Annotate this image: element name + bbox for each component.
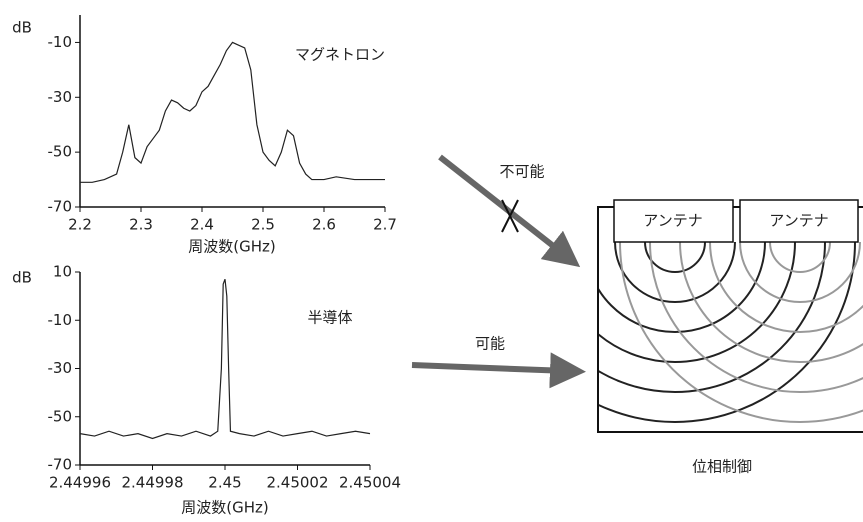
waves bbox=[495, 242, 863, 422]
x-axis-label: 周波数(GHz) bbox=[188, 238, 275, 256]
wave-arc bbox=[645, 242, 705, 272]
arrow bbox=[412, 365, 568, 371]
wave-arc bbox=[620, 242, 863, 422]
arrow-label: 可能 bbox=[475, 335, 505, 353]
x-axis-label: 周波数(GHz) bbox=[181, 499, 268, 517]
y-tick-label: -10 bbox=[48, 311, 73, 329]
x-tick-label: 2.45002 bbox=[266, 474, 328, 492]
x-tick-label: 2.45 bbox=[208, 474, 241, 492]
wave-arc bbox=[680, 242, 863, 362]
x-tick-label: 2.5 bbox=[251, 216, 275, 234]
figure: 不可能 可能 アンテナ アンテナ 位相制御 -10-30-50-702.22.3… bbox=[0, 0, 863, 522]
x-tick-label: 2.44996 bbox=[49, 474, 111, 492]
y-tick-label: -50 bbox=[48, 143, 73, 161]
antenna-label: アンテナ bbox=[769, 212, 828, 230]
annotation: 半導体 bbox=[307, 309, 352, 327]
arrow-label: 不可能 bbox=[499, 163, 544, 181]
y-tick-label: -70 bbox=[48, 456, 73, 474]
y-tick-label: -10 bbox=[48, 33, 73, 51]
x-tick-label: 2.7 bbox=[373, 216, 397, 234]
spectrum-line bbox=[80, 279, 370, 438]
antenna-label: アンテナ bbox=[643, 212, 702, 230]
x-tick-label: 2.45004 bbox=[339, 474, 401, 492]
y-tick-label: -70 bbox=[48, 198, 73, 216]
y-tick-label: -30 bbox=[48, 88, 73, 106]
y-tick-label: -30 bbox=[48, 359, 73, 377]
annotation: マグネトロン bbox=[295, 46, 385, 64]
y-tick-label: -50 bbox=[48, 407, 73, 425]
y-tick-label: 10 bbox=[53, 263, 72, 281]
y-axis-label: dB bbox=[12, 19, 32, 37]
x-tick-label: 2.44998 bbox=[121, 474, 183, 492]
wave-arc bbox=[585, 242, 765, 332]
wave-arc bbox=[770, 242, 830, 272]
x-tick-label: 2.6 bbox=[312, 216, 336, 234]
x-tick-label: 2.2 bbox=[68, 216, 92, 234]
x-tick-label: 2.4 bbox=[190, 216, 214, 234]
y-axis-label: dB bbox=[12, 269, 32, 287]
caption: 位相制御 bbox=[692, 458, 752, 476]
x-tick-label: 2.3 bbox=[129, 216, 153, 234]
